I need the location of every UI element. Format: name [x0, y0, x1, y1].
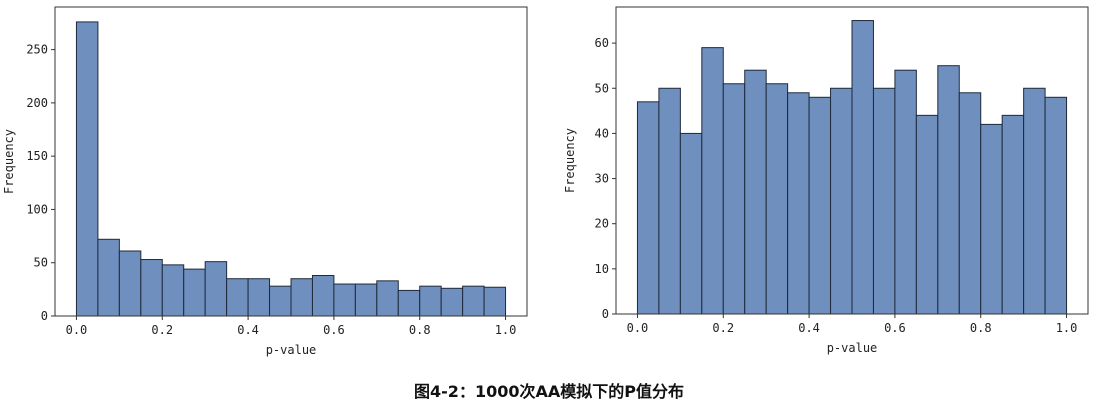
right-xtick-label-2: 0.4: [798, 321, 820, 335]
figure-caption: 图4-2：1000次AA模拟下的P值分布: [414, 382, 684, 401]
right-bar-3: [701, 47, 724, 315]
right-bar-14: [937, 65, 960, 315]
right-ytick-label-1: 10: [595, 262, 609, 276]
left-x-axis-label: p-value: [266, 343, 317, 357]
right-ytick-label-4: 40: [595, 126, 609, 140]
left-y-axis-label: Frequency: [2, 129, 16, 194]
right-xtick-label-5: 1.0: [1056, 321, 1078, 335]
right-bar-19: [1044, 96, 1068, 315]
right-bar-6: [765, 83, 789, 315]
right-ytick-label-6: 60: [595, 36, 609, 50]
right-ytick-label-0: 0: [602, 307, 609, 321]
left-xtick-label-4: 0.8: [409, 323, 431, 337]
right-y-axis-label: Frequency: [563, 128, 577, 193]
left-ytick-label-4: 200: [26, 96, 48, 110]
right-xtick-label-1: 0.2: [712, 321, 734, 335]
right-x-axis-label: p-value: [827, 341, 878, 355]
left-xtick-label-2: 0.4: [237, 323, 259, 337]
right-bar-13: [915, 114, 939, 315]
right-bar-5: [744, 69, 767, 315]
left-axes-frame: [54, 6, 528, 317]
right-ytick-label-3: 30: [595, 172, 609, 186]
right-xtick-label-3: 0.6: [884, 321, 906, 335]
right-bar-12: [894, 69, 917, 315]
right-bar-7: [787, 92, 810, 315]
left-ytick-label-1: 50: [34, 256, 48, 270]
right-xtick-label-0: 0.0: [627, 321, 649, 335]
right-bar-2: [679, 132, 703, 315]
left-xtick-label-0: 0.0: [66, 323, 88, 337]
right-bar-10: [851, 20, 874, 315]
left-ytick-label-3: 150: [26, 149, 48, 163]
right-bar-0: [636, 101, 660, 315]
right-bar-11: [872, 87, 896, 315]
left-ytick-label-0: 0: [41, 309, 48, 323]
right-bar-16: [980, 123, 1003, 315]
right-bar-9: [830, 87, 853, 315]
right-bar-18: [1023, 87, 1046, 315]
right-bar-4: [722, 83, 746, 315]
right-bar-15: [958, 92, 982, 315]
right-ytick-label-5: 50: [595, 81, 609, 95]
right-xtick-label-4: 0.8: [970, 321, 992, 335]
right-ytick-label-2: 20: [595, 217, 609, 231]
left-xtick-label-3: 0.6: [323, 323, 345, 337]
left-xtick-label-1: 0.2: [151, 323, 173, 337]
right-axes-frame: [615, 6, 1089, 315]
right-bar-8: [808, 96, 832, 315]
left-ytick-label-2: 100: [26, 202, 48, 216]
left-ytick-label-5: 250: [26, 43, 48, 57]
right-bar-17: [1001, 114, 1025, 315]
right-bar-1: [658, 87, 681, 315]
left-xtick-label-5: 1.0: [495, 323, 517, 337]
